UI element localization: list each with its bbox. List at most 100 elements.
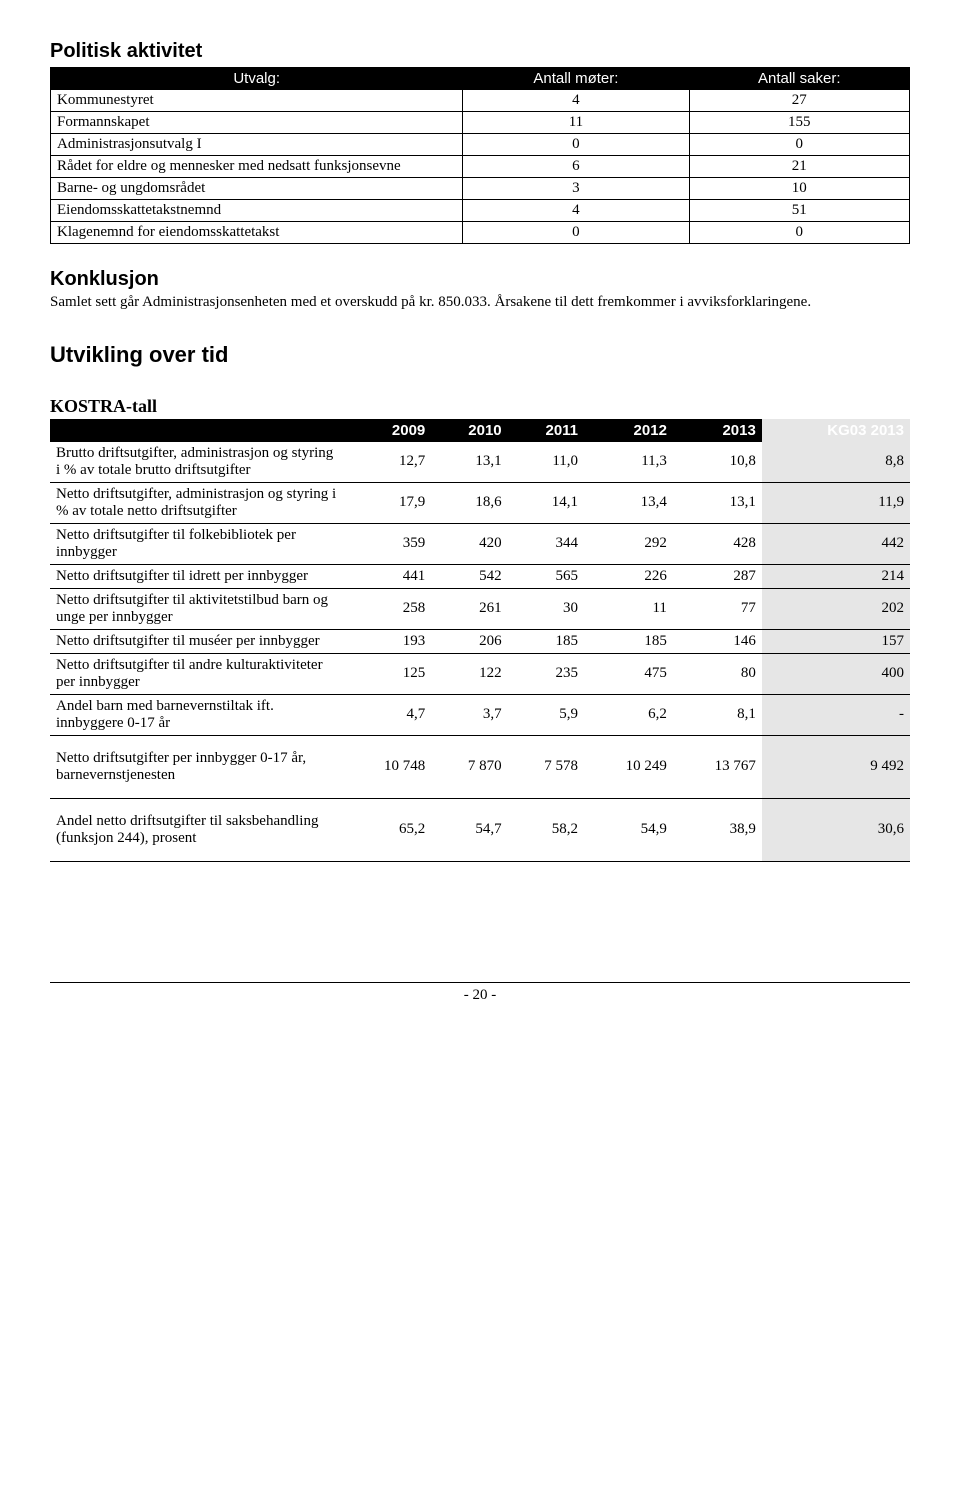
cell: 155 <box>689 112 909 134</box>
cell: 11,0 <box>508 442 584 483</box>
cell: 13,1 <box>673 482 762 523</box>
cell: 51 <box>689 200 909 222</box>
table-row: Andel barn med barnevernstiltak ift. inn… <box>50 694 910 735</box>
cell: 11,9 <box>762 482 910 523</box>
cell: 65,2 <box>342 798 431 861</box>
t1-h0: Utvalg: <box>51 68 463 90</box>
cell: 4 <box>463 90 689 112</box>
t2-h6: KG03 2013 <box>762 419 910 442</box>
cell: Kommunestyret <box>51 90 463 112</box>
konklusjon-text: Samlet sett går Administrasjonsenheten m… <box>50 293 910 312</box>
cell: 4,7 <box>342 694 431 735</box>
cell: 10 <box>689 178 909 200</box>
cell: 0 <box>463 134 689 156</box>
cell: 11 <box>584 588 673 629</box>
cell: Brutto driftsutgifter, administrasjon og… <box>50 442 342 483</box>
cell: 38,9 <box>673 798 762 861</box>
table-row: Netto driftsutgifter, administrasjon og … <box>50 482 910 523</box>
cell: 10 748 <box>342 735 431 798</box>
cell: Klagenemnd for eiendomsskattetakst <box>51 222 463 244</box>
cell: Formannskapet <box>51 112 463 134</box>
table-row: Formannskapet11155 <box>51 112 910 134</box>
cell: 58,2 <box>508 798 584 861</box>
cell: 542 <box>431 564 507 588</box>
cell: 157 <box>762 629 910 653</box>
cell: 475 <box>584 653 673 694</box>
table-row: Barne- og ungdomsrådet310 <box>51 178 910 200</box>
table-row: Brutto driftsutgifter, administrasjon og… <box>50 442 910 483</box>
cell: 13,1 <box>431 442 507 483</box>
cell: 428 <box>673 523 762 564</box>
cell: Netto driftsutgifter per innbygger 0-17 … <box>50 735 342 798</box>
cell: - <box>762 694 910 735</box>
cell: 146 <box>673 629 762 653</box>
cell: 54,9 <box>584 798 673 861</box>
cell: 17,9 <box>342 482 431 523</box>
cell: 3,7 <box>431 694 507 735</box>
cell: 6 <box>463 156 689 178</box>
cell: 185 <box>584 629 673 653</box>
cell: Netto driftsutgifter til idrett per innb… <box>50 564 342 588</box>
table-row: Kommunestyret427 <box>51 90 910 112</box>
cell: 80 <box>673 653 762 694</box>
cell: 8,8 <box>762 442 910 483</box>
konklusjon-heading: Konklusjon <box>50 268 910 291</box>
cell: 77 <box>673 588 762 629</box>
cell: 442 <box>762 523 910 564</box>
cell: 4 <box>463 200 689 222</box>
cell: 7 870 <box>431 735 507 798</box>
cell: 226 <box>584 564 673 588</box>
cell: 235 <box>508 653 584 694</box>
cell: 344 <box>508 523 584 564</box>
cell: 420 <box>431 523 507 564</box>
utvikling-heading: Utvikling over tid <box>50 342 910 368</box>
politisk-title: Politisk aktivitet <box>50 40 910 63</box>
cell: 359 <box>342 523 431 564</box>
cell: 125 <box>342 653 431 694</box>
cell: Rådet for eldre og mennesker med nedsatt… <box>51 156 463 178</box>
cell: 11,3 <box>584 442 673 483</box>
cell: 292 <box>584 523 673 564</box>
cell: 9 492 <box>762 735 910 798</box>
cell: 261 <box>431 588 507 629</box>
cell: 12,7 <box>342 442 431 483</box>
kostra-table: 2009 2010 2011 2012 2013 KG03 2013 Brutt… <box>50 419 910 862</box>
cell: 30 <box>508 588 584 629</box>
cell: 565 <box>508 564 584 588</box>
table-row: Netto driftsutgifter per innbygger 0-17 … <box>50 735 910 798</box>
cell: 185 <box>508 629 584 653</box>
cell: 0 <box>689 222 909 244</box>
cell: 258 <box>342 588 431 629</box>
t2-h4: 2012 <box>584 419 673 442</box>
cell: 30,6 <box>762 798 910 861</box>
t1-h2: Antall saker: <box>689 68 909 90</box>
cell: Netto driftsutgifter, administrasjon og … <box>50 482 342 523</box>
cell: 202 <box>762 588 910 629</box>
cell: 287 <box>673 564 762 588</box>
cell: 3 <box>463 178 689 200</box>
cell: 441 <box>342 564 431 588</box>
cell: 21 <box>689 156 909 178</box>
cell: Netto driftsutgifter til andre kulturakt… <box>50 653 342 694</box>
t2-h3: 2011 <box>508 419 584 442</box>
cell: Netto driftsutgifter til folkebibliotek … <box>50 523 342 564</box>
cell: 8,1 <box>673 694 762 735</box>
cell: 18,6 <box>431 482 507 523</box>
cell: 10,8 <box>673 442 762 483</box>
cell: 5,9 <box>508 694 584 735</box>
cell: 0 <box>689 134 909 156</box>
cell: 122 <box>431 653 507 694</box>
table-row: Eiendomsskattetakstnemnd451 <box>51 200 910 222</box>
cell: Andel netto driftsutgifter til saksbehan… <box>50 798 342 861</box>
t2-h2: 2010 <box>431 419 507 442</box>
table-row: Administrasjonsutvalg I00 <box>51 134 910 156</box>
cell: Netto driftsutgifter til aktivitetstilbu… <box>50 588 342 629</box>
cell: 0 <box>463 222 689 244</box>
cell: Netto driftsutgifter til muséer per innb… <box>50 629 342 653</box>
t2-h1: 2009 <box>342 419 431 442</box>
table-row: Netto driftsutgifter til andre kulturakt… <box>50 653 910 694</box>
cell: 10 249 <box>584 735 673 798</box>
page-number: - 20 - <box>50 987 910 1004</box>
table-row: Netto driftsutgifter til folkebibliotek … <box>50 523 910 564</box>
cell: 7 578 <box>508 735 584 798</box>
